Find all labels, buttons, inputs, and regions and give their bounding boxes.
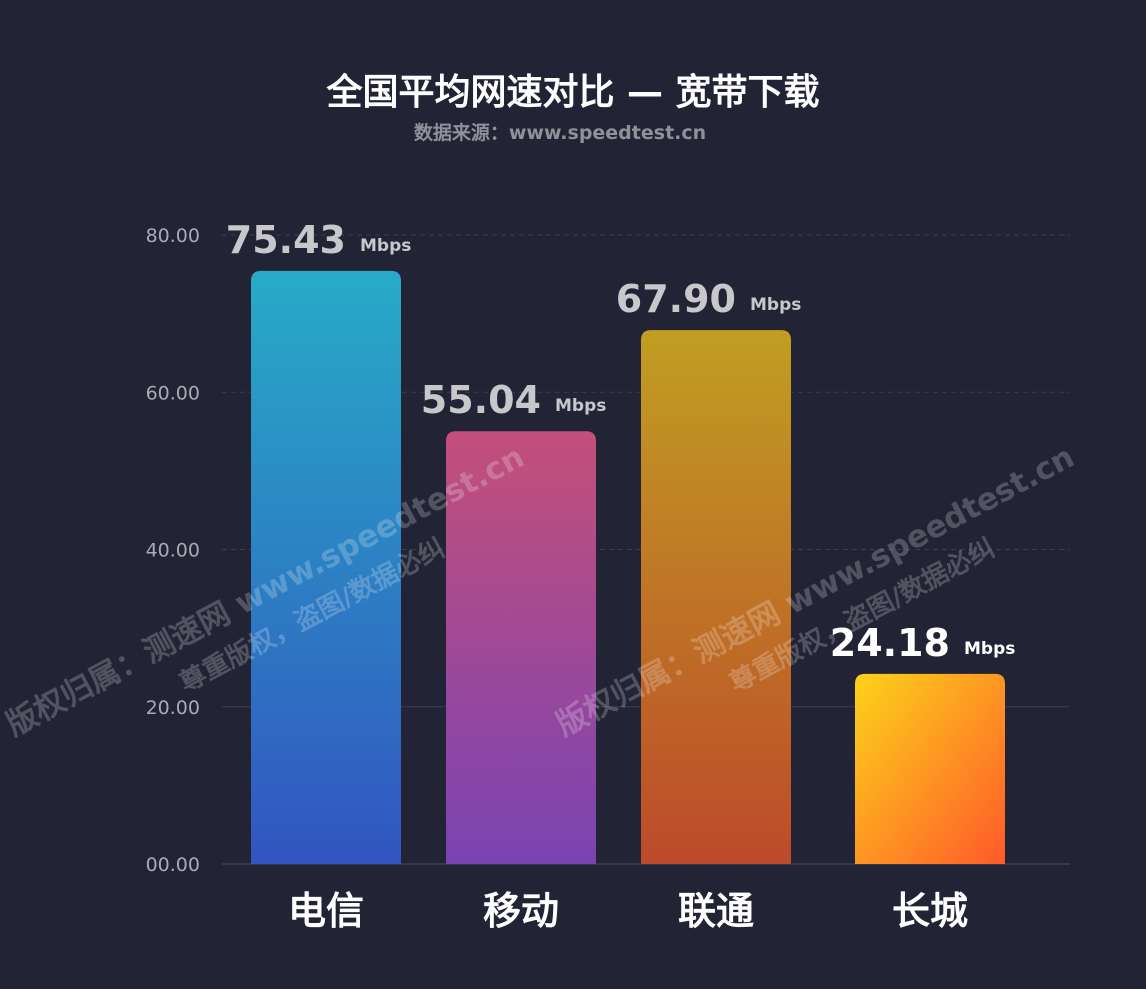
value-unit: Mbps <box>750 295 801 315</box>
bars <box>251 270 1005 865</box>
value-label: 24.18 Mbps <box>830 621 1016 665</box>
category-label: 电信 <box>288 889 364 933</box>
x-axis: 电信 移动 联通 长城 <box>288 889 968 933</box>
value-number: 55.04 <box>421 378 541 422</box>
bar-长城 <box>855 673 1005 864</box>
chart-title: 全国平均网速对比 — 宽带下载 <box>325 71 819 113</box>
value-unit: Mbps <box>964 639 1015 659</box>
value-unit: Mbps <box>555 396 606 416</box>
value-number: 24.18 <box>830 621 950 665</box>
bar-移动 <box>446 431 596 864</box>
bar-联通 <box>641 330 791 865</box>
y-tick-label: 60.00 <box>146 382 200 404</box>
category-label: 移动 <box>483 889 559 933</box>
y-tick-label: 80.00 <box>146 225 200 247</box>
value-labels: 75.43 Mbps 55.04 Mbps 67.90 Mbps 24.18 Mbps <box>226 218 1016 665</box>
category-label: 联通 <box>678 889 754 933</box>
value-label: 75.43 Mbps <box>226 218 412 262</box>
chart-subtitle: 数据来源：www.speedtest.cn <box>414 121 706 144</box>
y-axis: 00.00 20.00 40.00 60.00 80.00 <box>146 225 200 876</box>
value-number: 67.90 <box>616 277 736 321</box>
value-label: 67.90 Mbps <box>616 277 802 321</box>
y-tick-label: 00.00 <box>146 854 200 876</box>
value-number: 75.43 <box>226 218 346 262</box>
category-label: 长城 <box>892 889 968 933</box>
watermark-right: 版权归属：测速网 www.speedtest.cn 尊重版权，盗图/数据必纠 <box>550 439 1080 743</box>
value-label: 55.04 Mbps <box>421 378 607 422</box>
bar-电信 <box>251 270 401 864</box>
y-tick-label: 40.00 <box>146 540 200 562</box>
value-unit: Mbps <box>360 236 411 256</box>
y-tick-label: 20.00 <box>146 697 200 719</box>
